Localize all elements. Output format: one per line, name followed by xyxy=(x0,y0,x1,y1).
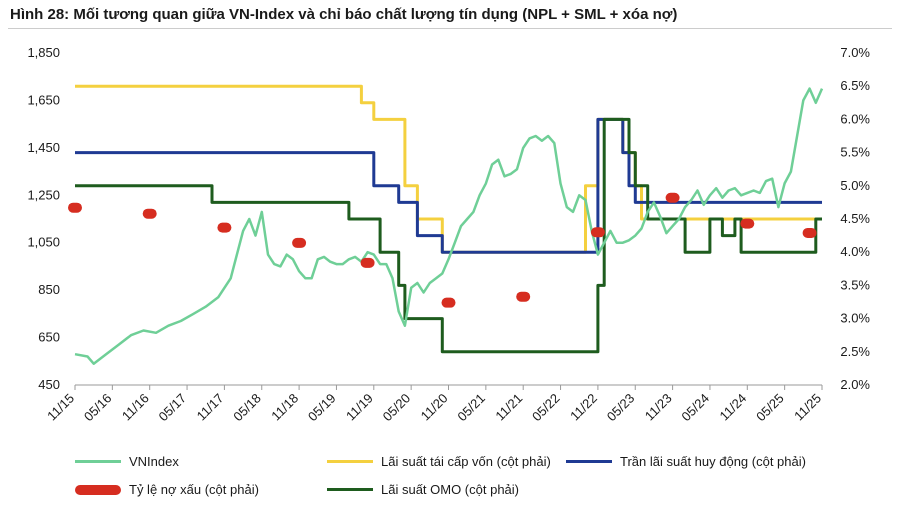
legend-item-refinancing-rate: Lãi suất tái cấp vốn (cột phải) xyxy=(327,454,551,469)
x-tick-label: 11/19 xyxy=(343,391,376,424)
x-tick-label: 11/24 xyxy=(716,391,749,424)
x-tick-label: 05/20 xyxy=(380,391,414,425)
npl-ratio-point xyxy=(292,237,307,248)
legend-item-omo-rate: Lãi suất OMO (cột phải) xyxy=(327,482,519,497)
npl-ratio-point xyxy=(516,291,531,302)
left-tick-label: 1,250 xyxy=(27,187,60,202)
x-tick-label: 11/22 xyxy=(567,391,600,424)
x-tick-label: 11/16 xyxy=(119,391,152,424)
legend-label-deposit-rate-cap: Trần lãi suất huy động (cột phải) xyxy=(620,454,806,469)
left-tick-label: 1,850 xyxy=(27,45,60,60)
npl-ratio-point xyxy=(360,257,375,268)
x-tick-label: 05/23 xyxy=(604,391,638,425)
left-tick-label: 850 xyxy=(38,282,60,297)
omo-rate-line xyxy=(75,117,822,354)
legend-item-deposit-rate-cap: Trần lãi suất huy động (cột phải) xyxy=(566,454,806,469)
left-tick-label: 1,050 xyxy=(27,235,60,250)
x-tick-label: 11/21 xyxy=(492,391,525,424)
right-tick-label: 4.5% xyxy=(840,211,870,226)
right-tick-label: 2.0% xyxy=(840,377,870,392)
npl-ratio-point xyxy=(68,202,82,213)
left-tick-label: 450 xyxy=(38,377,60,392)
x-tick-label: 05/24 xyxy=(678,391,712,425)
x-tick-label: 11/17 xyxy=(194,391,227,424)
left-tick-label: 1,450 xyxy=(27,140,60,155)
right-axis-ticks: 2.0% 2.5% 3.0% 3.5% 4.0% 4.5% 5.0% 5.5% 6.0% 6.5%… xyxy=(840,45,870,392)
vnindex-line xyxy=(74,87,824,365)
legend-swatch-omo-rate xyxy=(327,488,373,491)
legend-item-npl-ratio: Tỷ lệ nợ xấu (cột phải) xyxy=(75,482,259,497)
right-tick-label: 4.0% xyxy=(840,244,870,259)
legend-swatch-npl-ratio xyxy=(75,484,121,495)
right-tick-label: 5.5% xyxy=(840,145,870,160)
right-tick-label: 2.5% xyxy=(840,344,870,359)
x-tick-label: 05/17 xyxy=(156,391,190,425)
legend-item-vnindex: VNIndex xyxy=(75,454,179,469)
legend-label-refinancing-rate: Lãi suất tái cấp vốn (cột phải) xyxy=(381,454,551,469)
legend-label-vnindex: VNIndex xyxy=(129,454,179,469)
right-tick-label: 3.5% xyxy=(840,277,870,292)
npl-ratio-point xyxy=(217,222,232,233)
npl-ratio-point xyxy=(802,227,817,238)
x-tick-label: 11/18 xyxy=(268,391,301,424)
legend-swatch-deposit-rate-cap xyxy=(566,460,612,463)
x-tick-label: 05/25 xyxy=(753,391,787,425)
x-tick-label: 05/19 xyxy=(305,391,339,425)
npl-ratio-point xyxy=(740,218,755,229)
x-tick-label: 11/25 xyxy=(791,391,824,424)
right-tick-label: 5.0% xyxy=(840,178,870,193)
right-tick-label: 6.0% xyxy=(840,111,870,126)
left-axis-ticks: 450 650 850 1,050 1,250 1,450 1,650 1,850 xyxy=(27,45,60,392)
right-tick-label: 3.0% xyxy=(840,311,870,326)
figure-title: Hình 28: Mối tương quan giữa VN-Index và… xyxy=(10,6,678,23)
deposit-rate-cap-line xyxy=(75,117,822,254)
legend-label-npl-ratio: Tỷ lệ nợ xấu (cột phải) xyxy=(129,482,259,497)
x-tick-label: 05/16 xyxy=(81,391,115,425)
x-tick-label: 11/20 xyxy=(418,391,451,424)
x-axis-ticks: 11/15 05/16 11/16 05/17 11/17 05/18 11/18 05/19… xyxy=(44,385,824,424)
title-divider xyxy=(8,28,892,29)
x-tick-label: 05/22 xyxy=(529,391,563,425)
x-tick-label: 11/15 xyxy=(44,391,77,424)
left-tick-label: 650 xyxy=(38,330,60,345)
right-tick-label: 6.5% xyxy=(840,78,870,93)
npl-ratio-point xyxy=(590,227,605,238)
npl-ratio-point xyxy=(142,208,157,219)
x-tick-label: 11/23 xyxy=(642,391,675,424)
right-tick-label: 7.0% xyxy=(840,45,870,60)
x-tick-label: 05/21 xyxy=(454,391,488,425)
npl-ratio-point xyxy=(441,297,456,308)
legend-label-omo-rate: Lãi suất OMO (cột phải) xyxy=(381,482,519,497)
series-layer xyxy=(68,84,824,365)
legend-swatch-refinancing-rate xyxy=(327,460,373,463)
left-tick-label: 1,650 xyxy=(27,92,60,107)
x-tick-label: 05/18 xyxy=(230,391,264,425)
legend-swatch-vnindex xyxy=(75,460,121,463)
npl-ratio-point xyxy=(665,192,680,203)
